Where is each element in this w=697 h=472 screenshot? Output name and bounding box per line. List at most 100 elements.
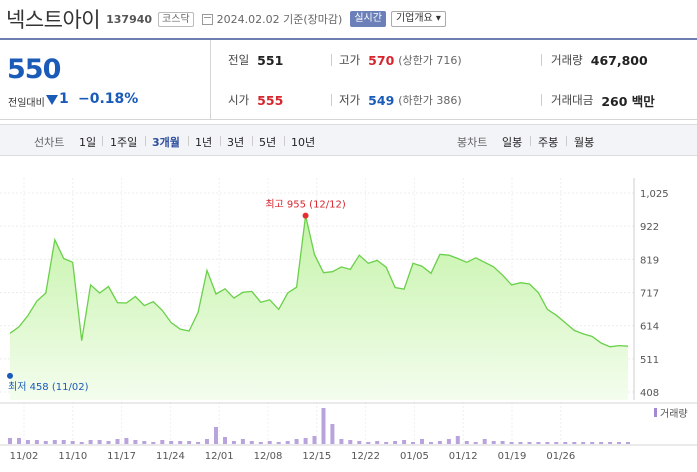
volume-bar [563, 442, 568, 444]
volume-bar [160, 440, 165, 444]
volume-bar [420, 439, 424, 444]
amount-label: 거래대금 [551, 93, 594, 107]
price-chart[interactable]: 1,025 922 819 717 614 511 408 최고 955 (12/12) 최저 … [0, 160, 697, 472]
volume-bar [294, 439, 299, 444]
realtime-button[interactable]: 실시간 [350, 11, 386, 27]
y-tick-label: 1,025 [640, 189, 669, 200]
period-10y[interactable]: 10년 [291, 136, 316, 149]
change-label: 전일대비 [8, 98, 45, 109]
divider [284, 136, 285, 146]
volume-bar [214, 427, 218, 444]
volume-bar [276, 442, 281, 444]
volume-bar [285, 441, 290, 444]
volume-bar [205, 439, 209, 444]
volume-bar [124, 438, 129, 444]
price-summary: 550 전일대비 1 −0.18% 전일 551 고가 570 (상한가 716… [0, 38, 697, 120]
volume-bar [429, 442, 433, 444]
max-label: 최고 955 (12/12) [265, 199, 346, 211]
divider [188, 136, 189, 146]
stock-header: 넥스트아이 137940 코스닥 2024.02.02 기준(장마감) 실시간 … [0, 0, 697, 38]
y-tick-label: 717 [640, 289, 659, 300]
period-1d[interactable]: 1일 [79, 136, 97, 149]
period-1w[interactable]: 1주일 [110, 136, 138, 149]
open-value: 555 [257, 92, 284, 108]
lower-limit: (하한가 386) [398, 94, 462, 107]
volume-bar [626, 442, 630, 444]
volume-bar [572, 442, 577, 444]
volume-legend-swatch [654, 408, 657, 417]
volume-bar [8, 438, 12, 444]
volume-bar [375, 441, 380, 444]
volume-bar [545, 442, 550, 444]
volume-bar [25, 440, 30, 444]
period-3m[interactable]: 3개월 [152, 136, 180, 149]
y-tick-label: 511 [640, 355, 659, 366]
market-badge: 코스닥 [158, 11, 194, 27]
period-5y[interactable]: 5년 [259, 136, 277, 149]
volume-bar [187, 441, 192, 444]
line-chart-label: 선차트 [34, 136, 65, 149]
company-info-dropdown[interactable]: 기업개요 ▾ [390, 11, 446, 27]
x-tick-label: 01/12 [449, 451, 478, 462]
volume-bar [446, 439, 451, 444]
divider [541, 54, 542, 66]
volume-bar [581, 442, 586, 444]
down-arrow-icon [46, 95, 58, 105]
current-price-panel: 550 전일대비 1 −0.18% [0, 40, 211, 120]
prev-close-value: 551 [257, 52, 284, 68]
volume-bar [518, 442, 523, 444]
volume-bar [17, 438, 21, 444]
candle-chart-label: 봉차트 [457, 136, 488, 149]
volume-bar [527, 442, 532, 444]
volume-bar [240, 439, 245, 444]
x-tick-label: 01/05 [400, 451, 429, 462]
divider [145, 136, 146, 146]
volume-value: 467,800 [590, 52, 648, 68]
volume-bar [464, 441, 469, 444]
x-tick-label: 11/10 [58, 451, 87, 462]
divider [331, 94, 332, 106]
volume-bar [590, 442, 595, 444]
low-value: 549 [368, 92, 395, 108]
x-tick-label: 12/01 [205, 451, 234, 462]
amount-cell: 거래대금 260 백만 [551, 90, 655, 110]
candle-weekly[interactable]: 주봉 [538, 136, 559, 149]
x-tick-label: 12/15 [302, 451, 331, 462]
volume-bar [106, 441, 111, 444]
volume-bar [357, 441, 362, 444]
high-value: 570 [368, 52, 395, 68]
y-tick-label: 408 [640, 388, 659, 399]
period-3y[interactable]: 3년 [227, 136, 245, 149]
volume-bar [348, 440, 353, 444]
volume-bar [61, 440, 66, 444]
candle-daily[interactable]: 일봉 [502, 136, 523, 149]
divider [530, 136, 531, 146]
volume-bar [366, 442, 371, 444]
volume-bar [169, 441, 174, 444]
volume-bar [599, 442, 604, 444]
open-label: 시가 [228, 93, 250, 107]
x-tick-label: 11/02 [10, 451, 39, 462]
volume-bar [97, 440, 102, 444]
volume-bar [178, 441, 183, 444]
period-1y[interactable]: 1년 [195, 136, 213, 149]
volume-bar [115, 439, 120, 444]
open-cell: 시가 555 [228, 90, 283, 110]
y-tick-label: 614 [640, 322, 659, 333]
price-area [10, 215, 628, 400]
volume-bar [133, 440, 138, 444]
prev-close-label: 전일 [228, 53, 250, 67]
volume-bar [52, 440, 57, 444]
volume-bar [88, 440, 93, 444]
min-point [7, 372, 13, 379]
prev-close-cell: 전일 551 [228, 50, 283, 70]
candle-monthly[interactable]: 월봉 [574, 136, 595, 149]
y-tick-label: 922 [640, 222, 659, 233]
price-line [9, 215, 629, 348]
x-tick-label: 01/19 [498, 451, 527, 462]
volume-bar [267, 441, 272, 444]
x-tick-label: 12/08 [254, 451, 283, 462]
volume-bar [608, 442, 613, 444]
change-percent: −0.18% [78, 91, 139, 107]
volume-bar [223, 437, 227, 444]
